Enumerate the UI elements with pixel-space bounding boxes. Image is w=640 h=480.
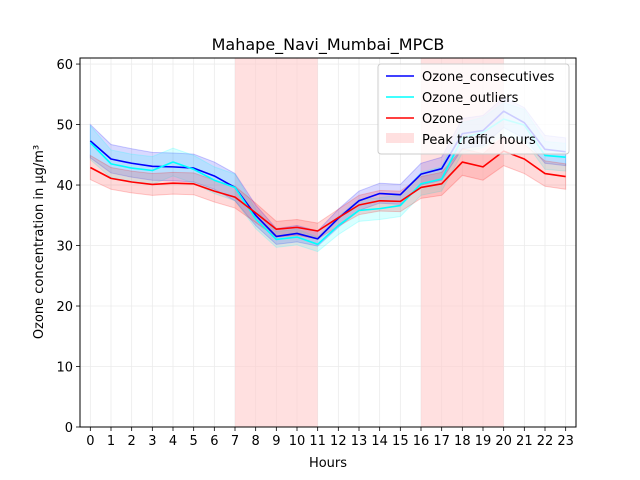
x-axis-ticks: 0 1 2 3 4 5 6 7 8 9 10 11 12 13 14 15 16 17 18 19 20 21 22 23	[86, 427, 574, 449]
x-tick-label: 17	[433, 434, 450, 449]
y-axis-ticks: 0 10 20 30 40 50 60	[56, 58, 80, 436]
legend-label-ozone: Ozone	[422, 112, 463, 127]
y-tick-label: 30	[56, 240, 73, 255]
legend-box	[377, 63, 570, 155]
y-axis-title: Ozone concentration in µg/m³	[32, 145, 47, 339]
legend-swatch-peak-traffic	[386, 133, 414, 143]
legend-label-peak-traffic: Peak traffic hours	[422, 133, 536, 148]
x-tick-label: 1	[107, 434, 115, 449]
y-tick-label: 60	[56, 58, 73, 73]
x-tick-label: 19	[475, 434, 492, 449]
peak-traffic-regions	[235, 58, 504, 427]
x-tick-label: 2	[128, 434, 136, 449]
x-tick-label: 6	[210, 434, 218, 449]
y-tick-label: 50	[56, 119, 73, 134]
x-tick-label: 21	[516, 434, 533, 449]
legend-label-ozone-consecutives: Ozone_consecutives	[422, 70, 555, 85]
x-tick-label: 16	[413, 434, 430, 449]
x-tick-label: 5	[190, 434, 198, 449]
series-line-ozone	[89, 150, 566, 232]
x-tick-label: 11	[309, 434, 326, 449]
x-axis-title: Hours	[309, 456, 347, 471]
y-tick-label: 10	[56, 361, 73, 376]
x-tick-label: 13	[351, 434, 368, 449]
chart-title: Mahape_Navi_Mumbai_MPCB	[212, 35, 445, 55]
x-tick-label: 10	[289, 434, 306, 449]
peak-traffic-region	[235, 58, 318, 427]
x-tick-label: 23	[557, 434, 574, 449]
legend-label-ozone-outliers: Ozone_outliers	[422, 91, 519, 106]
x-tick-label: 4	[169, 434, 177, 449]
y-tick-label: 20	[56, 300, 73, 315]
y-tick-label: 40	[56, 179, 73, 194]
x-tick-label: 7	[231, 434, 239, 449]
legend: Ozone_consecutives Ozone_outliers Ozone …	[377, 63, 570, 155]
x-tick-label: 3	[148, 434, 156, 449]
x-tick-label: 22	[537, 434, 554, 449]
x-tick-label: 15	[392, 434, 409, 449]
x-tick-label: 12	[330, 434, 347, 449]
x-tick-label: 9	[272, 434, 280, 449]
plot-frame	[79, 57, 577, 428]
x-tick-label: 8	[252, 434, 260, 449]
x-tick-label: 14	[371, 434, 388, 449]
x-tick-label: 0	[86, 434, 94, 449]
y-tick-label: 0	[65, 421, 73, 436]
x-tick-label: 20	[495, 434, 512, 449]
x-tick-label: 18	[454, 434, 471, 449]
